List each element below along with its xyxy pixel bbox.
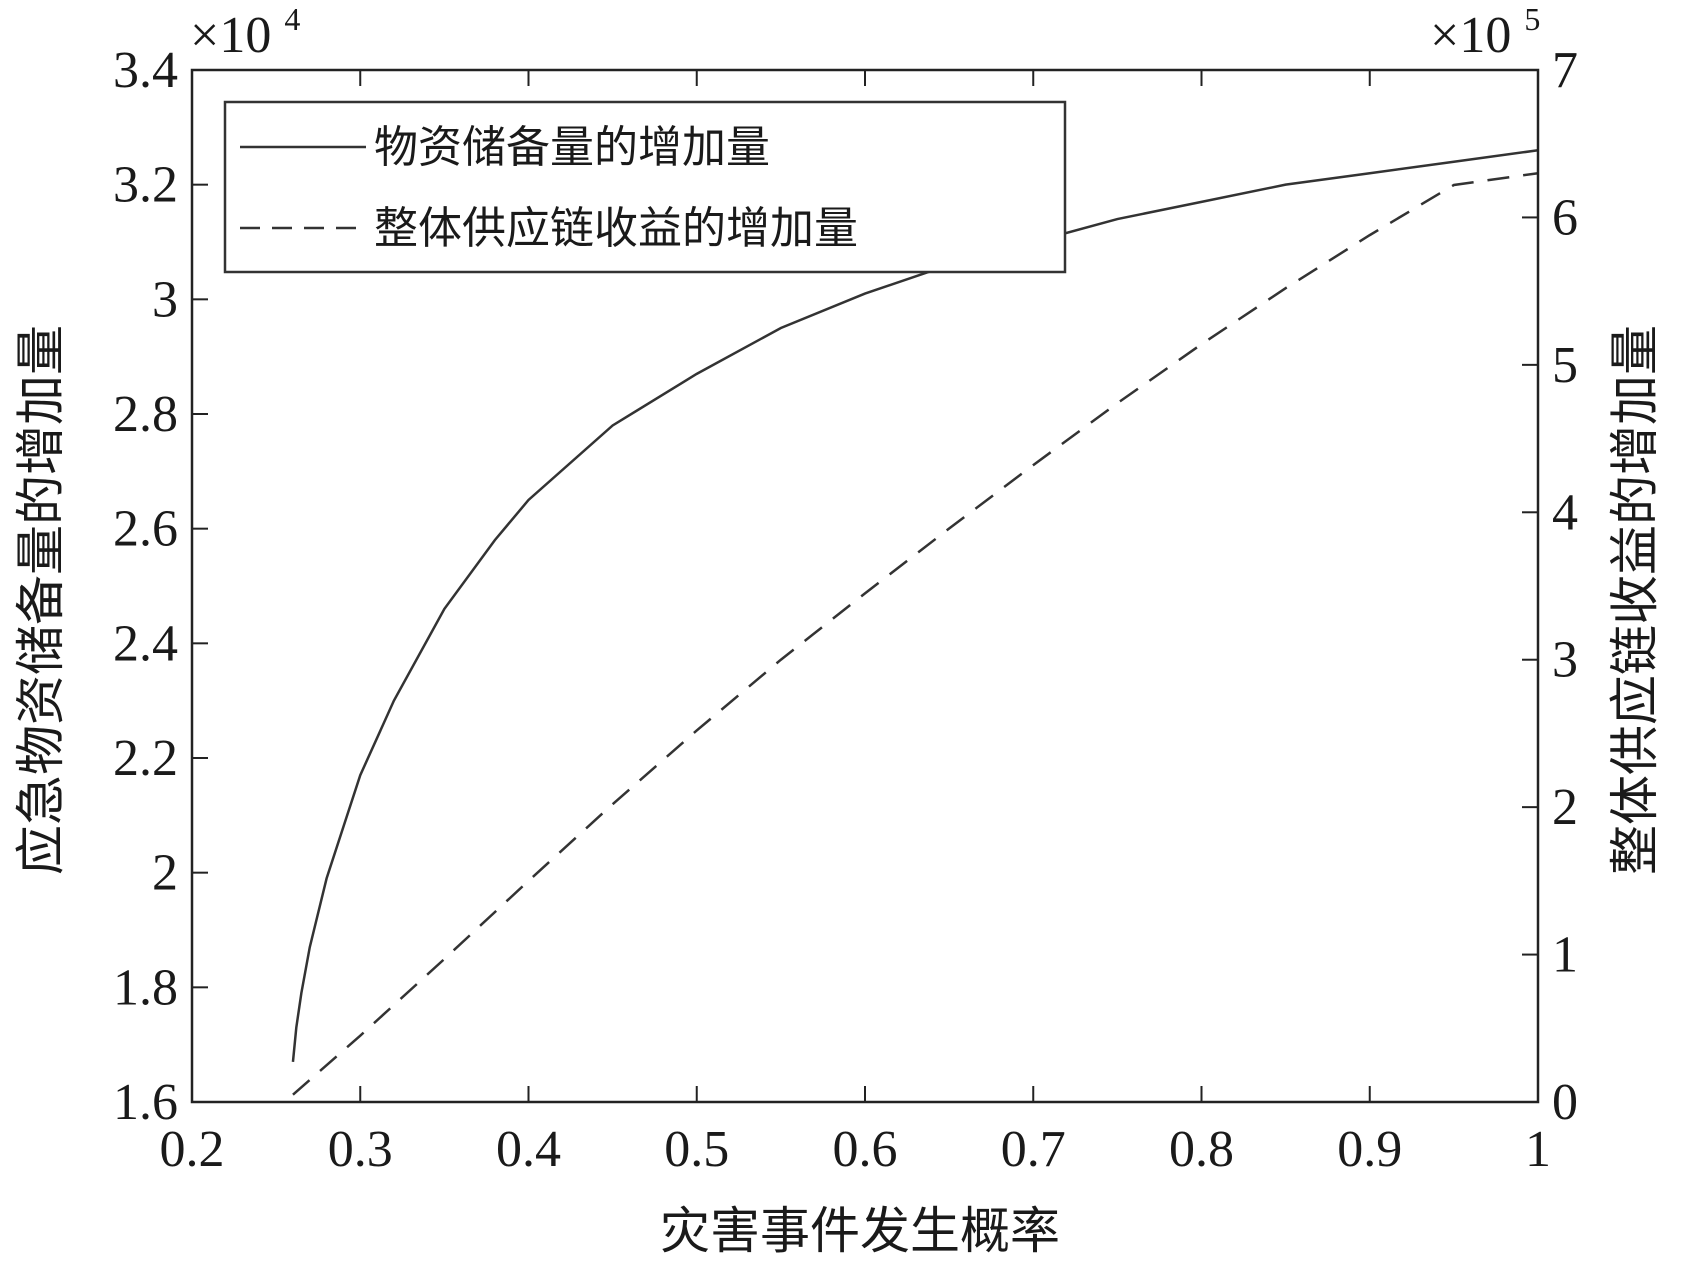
y-left-tick-label: 2	[152, 845, 178, 902]
y-left-tick-label: 3.4	[113, 42, 178, 99]
right-multiplier-base: ×10	[1430, 7, 1511, 64]
y-left-tick-label: 3	[152, 271, 178, 328]
x-tick-label: 0.7	[1001, 1121, 1066, 1178]
plot-layer	[291, 149, 1539, 1096]
x-tick-label: 0.2	[160, 1121, 225, 1178]
x-tick-label: 0.8	[1169, 1121, 1234, 1178]
x-tick-label: 1	[1525, 1121, 1551, 1178]
y-left-tick-label: 2.4	[113, 615, 178, 672]
y-left-tick-label: 3.2	[113, 157, 178, 214]
y-left-tick-label: 1.8	[113, 959, 178, 1016]
y-right-tick-label: 4	[1552, 484, 1578, 541]
x-tick-label: 0.9	[1337, 1121, 1402, 1178]
left-multiplier-exp: 4	[284, 1, 300, 37]
legend-label-reserve: 物资储备量的增加量	[374, 122, 770, 173]
y-right-tick-label: 1	[1552, 927, 1578, 984]
legend-box	[223, 100, 1067, 274]
x-tick-label: 0.3	[328, 1121, 393, 1178]
y-right-tick-label: 7	[1552, 42, 1578, 99]
left-multiplier-base: ×10	[190, 7, 271, 64]
x-tick-label: 0.5	[664, 1121, 729, 1178]
series-line-1	[291, 149, 1539, 1062]
x-tick-label: 0.4	[496, 1121, 561, 1178]
axes-layer: 0.2 0.3 0.4 0.5 0.6 0.7 0.8 0.9 1 1.6 1.8 2 2.2 2.4 2.…	[113, 42, 1578, 1178]
y-left-tick-label: 2.2	[113, 730, 178, 787]
y-left-tick-label: 2.6	[113, 501, 178, 558]
y-right-tick-label: 6	[1552, 189, 1578, 246]
left-multiplier: ×10 4	[190, 1, 300, 64]
right-multiplier-exp: 5	[1524, 1, 1540, 37]
series-line-2	[292, 171, 1539, 1096]
y-right-tick-label: 5	[1552, 337, 1578, 394]
text-layer: 灾害事件发生概率 应急物资储备量的增加量 整体供应链收益的增加量 ×10 4 ×…	[12, 1, 1664, 1260]
y-left-tick-label: 1.6	[113, 1074, 178, 1131]
right-multiplier: ×10 5	[1430, 1, 1540, 64]
x-axis-title: 灾害事件发生概率	[660, 1202, 1060, 1260]
y-right-tick-label: 2	[1552, 779, 1578, 836]
x-tick-label: 0.6	[833, 1121, 898, 1178]
legend: 物资储备量的增加量 整体供应链收益的增加量	[223, 100, 1067, 274]
y-left-tick-label: 2.8	[113, 386, 178, 443]
y-axis-right-title: 整体供应链收益的增加量	[1606, 325, 1664, 875]
y-axis-left-title: 应急物资储备量的增加量	[12, 325, 70, 875]
y-right-tick-label: 0	[1552, 1074, 1578, 1131]
legend-label-profit: 整体供应链收益的增加量	[374, 203, 858, 254]
y-right-tick-label: 3	[1552, 632, 1578, 689]
